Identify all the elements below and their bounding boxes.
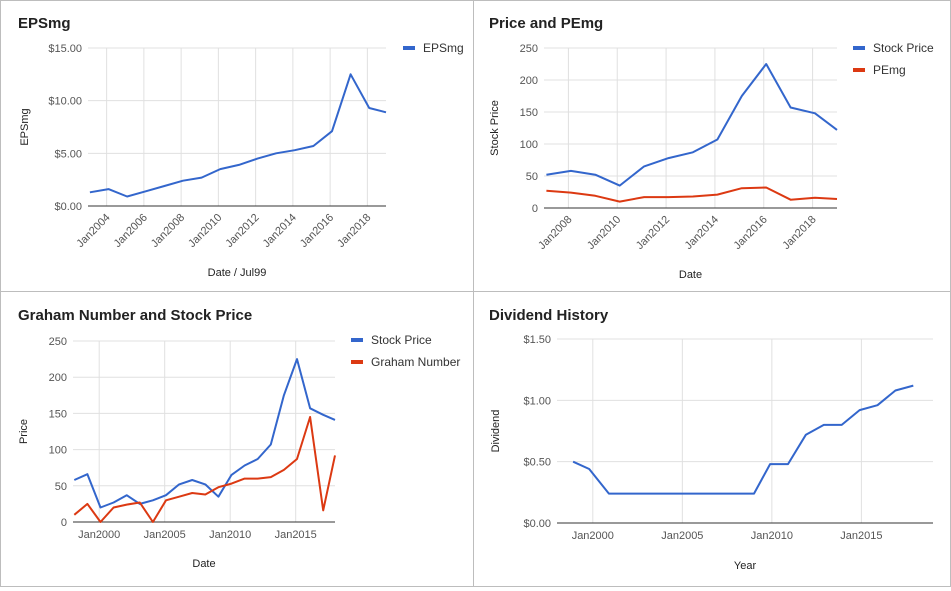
pe-ytick-3: 150 bbox=[520, 107, 538, 119]
eps-series-0-line bbox=[89, 73, 387, 198]
div-xlabel: Year bbox=[734, 560, 757, 572]
div-xtick-0: Jan2000 bbox=[572, 530, 614, 542]
graham-xtick-2: Jan2010 bbox=[209, 529, 251, 541]
pe-series-1-line bbox=[546, 186, 838, 203]
graham-ytick-1: 50 bbox=[55, 481, 67, 493]
pe-series-0-line bbox=[546, 63, 838, 187]
graham-ytick-3: 150 bbox=[49, 408, 67, 420]
pe-xtick-1: Jan2010 bbox=[585, 214, 623, 252]
eps-xtick-7: Jan2018 bbox=[335, 212, 373, 250]
eps-xtick-3: Jan2010 bbox=[186, 212, 224, 250]
pe-ytick-5: 250 bbox=[520, 43, 538, 55]
pe-xtick-4: Jan2016 bbox=[732, 214, 770, 252]
graham-ytick-0: 0 bbox=[61, 517, 67, 529]
eps-ytick-0: $0.00 bbox=[54, 201, 82, 213]
graham-xtick-1: Jan2005 bbox=[144, 529, 186, 541]
graham-legend-label-0: Stock Price bbox=[371, 333, 432, 347]
graham-xtick-3: Jan2015 bbox=[275, 529, 317, 541]
graham-xtick-0: Jan2000 bbox=[78, 529, 120, 541]
eps-title: EPSmg bbox=[18, 15, 71, 32]
pe-ytick-2: 100 bbox=[520, 139, 538, 151]
graham-chart-panel: Graham Number and Stock Price 0 50 100 150 20… bbox=[0, 291, 474, 587]
pe-ylabel: Stock Price bbox=[489, 100, 501, 156]
price-pe-chart-panel: Price and PEmg 0 50 100 150 200 250 Jan2008 Jan2… bbox=[473, 0, 951, 292]
dividend-chart: Dividend History $0.00 $0.50 $1.00 $1.50 Jan2… bbox=[489, 307, 933, 572]
pe-legend-label-0: Stock Price bbox=[873, 41, 934, 55]
div-ytick-2: $1.00 bbox=[523, 395, 551, 407]
eps-ytick-1: $5.00 bbox=[54, 148, 82, 160]
graham-ytick-2: 100 bbox=[49, 445, 67, 457]
graham-ytick-4: 200 bbox=[49, 372, 67, 384]
eps-ylabel: EPSmg bbox=[19, 108, 31, 145]
eps-xtick-0: Jan2004 bbox=[74, 212, 112, 250]
pe-xtick-3: Jan2014 bbox=[683, 214, 721, 252]
pe-ytick-0: 0 bbox=[532, 203, 538, 215]
div-ylabel: Dividend bbox=[490, 410, 502, 453]
eps-xtick-5: Jan2014 bbox=[261, 212, 299, 250]
graham-xlabel: Date bbox=[192, 558, 215, 570]
graham-legend-label-1: Graham Number bbox=[371, 355, 460, 369]
div-ytick-0: $0.00 bbox=[523, 518, 551, 530]
eps-xtick-6: Jan2016 bbox=[298, 212, 336, 250]
eps-chart: EPSmg$0.00$5.00$10.00$15.00Jan2004Jan200… bbox=[18, 15, 464, 279]
pe-ytick-4: 200 bbox=[520, 75, 538, 87]
graham-ylabel: Price bbox=[18, 419, 30, 444]
div-series-0-line bbox=[572, 384, 914, 495]
div-xtick-1: Jan2005 bbox=[661, 530, 703, 542]
pe-title: Price and PEmg bbox=[489, 15, 603, 32]
div-ytick-3: $1.50 bbox=[523, 334, 551, 346]
eps-xtick-1: Jan2006 bbox=[112, 212, 150, 250]
pe-xlabel: Date bbox=[679, 269, 702, 281]
pe-xtick-2: Jan2012 bbox=[634, 214, 672, 252]
eps-ytick-3: $15.00 bbox=[48, 43, 82, 55]
div-title: Dividend History bbox=[489, 307, 609, 324]
graham-chart: Graham Number and Stock Price 0 50 100 150 20… bbox=[18, 307, 460, 570]
price-pe-chart: Price and PEmg 0 50 100 150 200 250 Jan2008 Jan2… bbox=[489, 15, 934, 281]
graham-series-1-line bbox=[73, 416, 336, 523]
eps-ytick-2: $10.00 bbox=[48, 96, 82, 108]
eps-xtick-4: Jan2012 bbox=[223, 212, 261, 250]
div-xtick-3: Jan2015 bbox=[840, 530, 882, 542]
graham-ytick-5: 250 bbox=[49, 336, 67, 348]
pe-legend-label-1: PEmg bbox=[873, 63, 906, 77]
graham-title: Graham Number and Stock Price bbox=[18, 307, 252, 324]
pe-xtick-5: Jan2018 bbox=[780, 214, 818, 252]
graham-series-0-line bbox=[73, 358, 336, 509]
eps-legend-label-0: EPSmg bbox=[423, 41, 464, 55]
pe-xtick-0: Jan2008 bbox=[536, 214, 574, 252]
div-ytick-1: $0.50 bbox=[523, 457, 551, 469]
dividend-chart-panel: Dividend History $0.00 $0.50 $1.00 $1.50 Jan2… bbox=[473, 291, 951, 587]
div-xtick-2: Jan2010 bbox=[751, 530, 793, 542]
eps-xlabel: Date / Jul99 bbox=[208, 267, 267, 279]
eps-chart-panel: EPSmg $0.00 $5.00 $10.00 $15.00 Jan2004 Jan200… bbox=[0, 0, 474, 292]
pe-ytick-1: 50 bbox=[526, 171, 538, 183]
eps-xtick-2: Jan2008 bbox=[149, 212, 187, 250]
